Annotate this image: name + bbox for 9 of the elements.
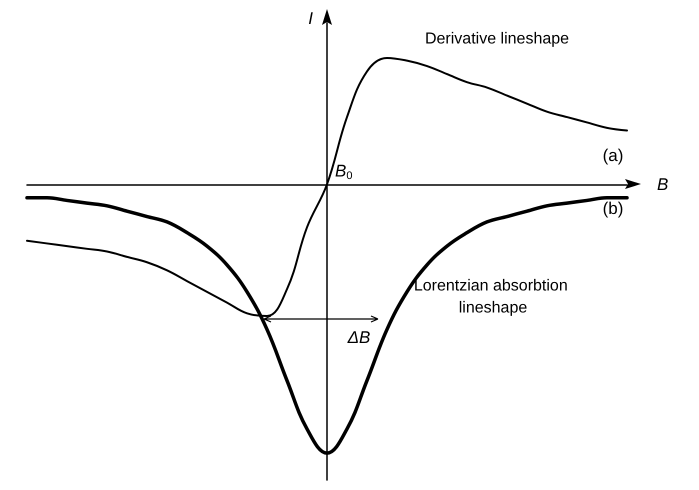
x-axis-title: B <box>335 161 346 180</box>
series-label: Lorentzian absorbtion lineshape <box>414 278 572 317</box>
annotation: (a) <box>602 146 624 166</box>
annotation: (b) <box>602 198 624 218</box>
text: 0 <box>346 170 352 182</box>
y-axis-title: I <box>308 9 314 28</box>
text: B <box>657 174 668 194</box>
annotation: ΔB <box>346 328 370 348</box>
series-label: Derivative lineshape <box>424 30 570 48</box>
